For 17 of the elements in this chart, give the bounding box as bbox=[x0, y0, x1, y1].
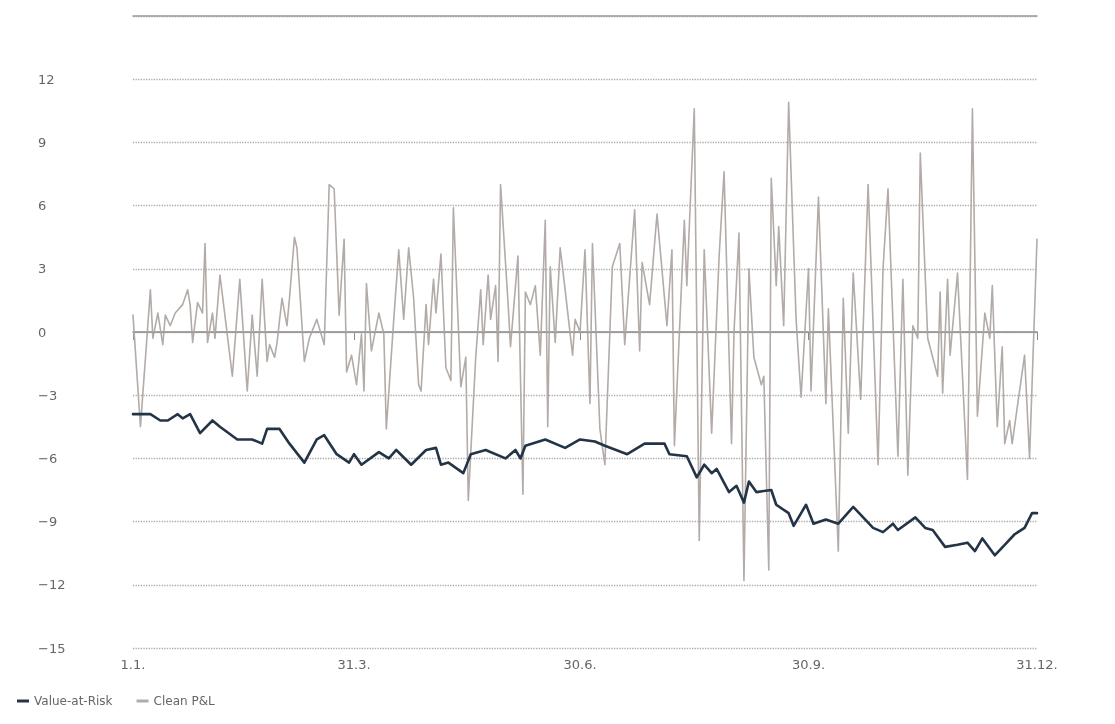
y-tick-label: 6 bbox=[38, 198, 47, 214]
y-tick-label: 0 bbox=[38, 324, 47, 340]
y-tick-label: −3 bbox=[38, 387, 58, 403]
x-tick-label: 1.1. bbox=[120, 657, 146, 672]
y-tick-label: −9 bbox=[38, 514, 58, 530]
y-tick-label: 9 bbox=[38, 134, 47, 150]
legend-label: Clean P&L bbox=[153, 694, 216, 708]
y-tick-label: −15 bbox=[38, 640, 66, 656]
y-tick-label: 3 bbox=[38, 261, 47, 277]
y-tick-label: −6 bbox=[38, 450, 58, 466]
x-tick-label: 31.3. bbox=[337, 657, 371, 672]
x-tick-label: 31.12. bbox=[1016, 657, 1058, 672]
legend-label: Value-at-Risk bbox=[34, 694, 113, 708]
x-tick-label: 30.6. bbox=[563, 657, 597, 672]
x-tick-label: 30.9. bbox=[791, 657, 826, 672]
y-tick-label: −12 bbox=[38, 577, 66, 593]
y-tick-label: 12 bbox=[38, 71, 55, 87]
